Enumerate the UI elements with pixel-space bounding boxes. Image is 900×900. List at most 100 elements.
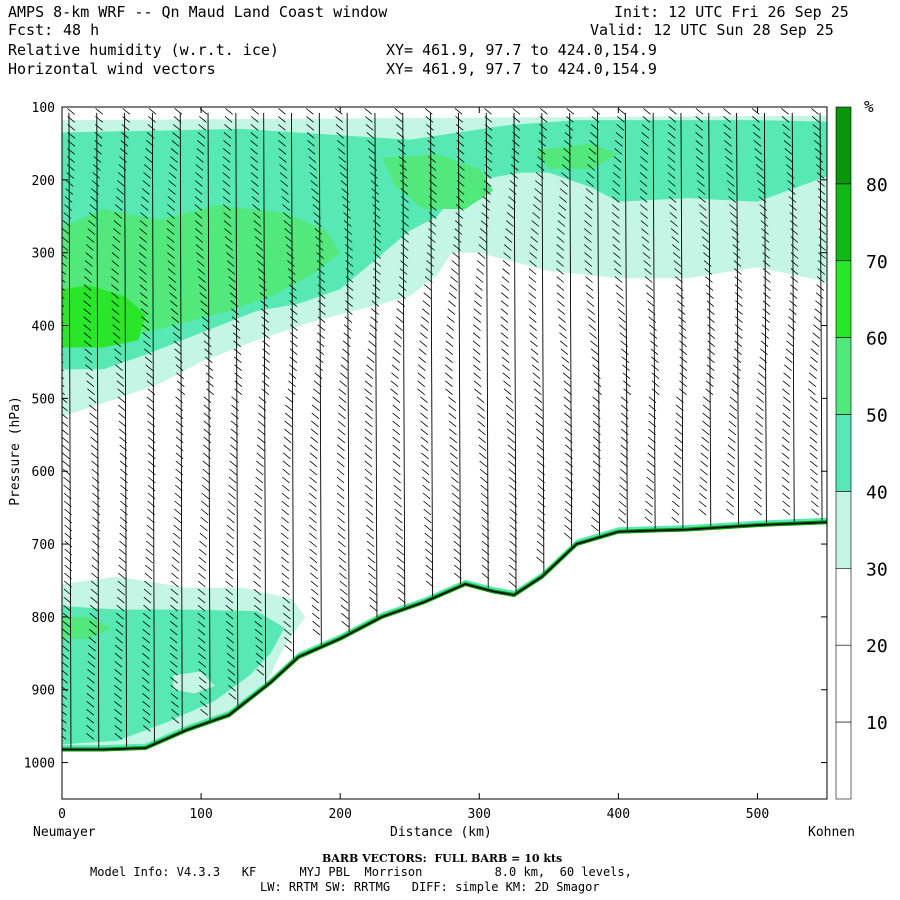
chart-title: AMPS 8-km WRF -- Qn Maud Land Coast wind… bbox=[8, 3, 388, 21]
barb-column bbox=[194, 108, 215, 716]
colorbar-label: 30 bbox=[866, 559, 888, 580]
colorbar-label: 50 bbox=[866, 406, 888, 427]
colorbar-bin bbox=[835, 260, 852, 338]
x-tick-label: 100 bbox=[189, 807, 212, 822]
valid-time: Valid: 12 UTC Sun 28 Sep 25 bbox=[590, 21, 834, 39]
field2-label: Horizontal wind vectors bbox=[8, 60, 216, 78]
barb-shaft bbox=[624, 112, 628, 530]
colorbar-bin bbox=[835, 337, 852, 415]
left-endpoint: Neumayer bbox=[33, 825, 96, 840]
barb-column bbox=[500, 108, 521, 588]
barb-shaft bbox=[207, 112, 211, 721]
barb-shaft bbox=[151, 112, 155, 743]
y-tick-label: 1000 bbox=[24, 757, 55, 772]
barb-column bbox=[222, 108, 243, 700]
colorbar-label: 80 bbox=[866, 175, 888, 196]
colorbar-label: 10 bbox=[866, 713, 888, 734]
barb-shaft bbox=[96, 112, 100, 748]
barb-column bbox=[417, 108, 437, 588]
barb-shaft bbox=[763, 112, 767, 523]
y-tick-label: 200 bbox=[32, 174, 55, 189]
terrain-line bbox=[62, 521, 827, 751]
y-tick-label: 800 bbox=[32, 611, 55, 626]
model-info-2: LW: RRTM SW: RRTMG DIFF: simple KM: 2D S… bbox=[260, 880, 600, 894]
terrain bbox=[62, 520, 827, 799]
fcst-value: 48 h bbox=[63, 21, 100, 39]
colorbar-label: 40 bbox=[866, 482, 888, 503]
barb-shaft bbox=[791, 112, 795, 522]
barb-shaft bbox=[318, 112, 322, 646]
field2-xy: XY= 461.9, 97.7 to 424.0,154.9 bbox=[386, 60, 657, 78]
colorbar-bin bbox=[835, 414, 852, 492]
barb-column bbox=[556, 108, 575, 540]
field1-xy: XY= 461.9, 97.7 to 424.0,154.9 bbox=[386, 41, 657, 59]
x-tick-label: 200 bbox=[328, 807, 351, 822]
x-tick-label: 300 bbox=[468, 807, 491, 822]
barb-shaft bbox=[68, 112, 72, 748]
barb-shaft bbox=[124, 112, 128, 747]
barb-column bbox=[667, 108, 688, 524]
y-tick-label: 400 bbox=[32, 320, 55, 335]
barb-column bbox=[83, 108, 104, 740]
model-info-1: Model Info: V4.3.3 KF MYJ PBL Morrison 8… bbox=[90, 865, 632, 879]
barb-column bbox=[138, 108, 157, 732]
x-axis-label: Distance (km) bbox=[390, 825, 492, 840]
y-axis-label: Pressure (hPa) bbox=[8, 396, 23, 506]
init-time: Init: 12 UTC Fri 26 Sep 25 bbox=[614, 3, 849, 21]
barb-column bbox=[278, 108, 298, 652]
barb-shaft bbox=[819, 112, 823, 521]
terrain-fill bbox=[62, 522, 827, 799]
barb-shaft bbox=[402, 112, 406, 608]
x-tick-label: 0 bbox=[58, 807, 66, 822]
barb-shaft bbox=[374, 112, 378, 619]
barb-shaft bbox=[680, 112, 684, 528]
barb-column bbox=[472, 108, 493, 580]
barb-shaft bbox=[541, 112, 545, 575]
barb-note: BARB VECTORS: FULL BARB = 10 kts bbox=[322, 852, 563, 865]
rh-region-60-max bbox=[62, 285, 146, 348]
barb-column bbox=[584, 108, 602, 532]
rh-region-50-patch bbox=[381, 154, 494, 209]
rh-region-dry-hole bbox=[173, 671, 215, 694]
barb-shaft bbox=[708, 112, 712, 527]
barb-shaft bbox=[736, 112, 740, 525]
fcst-label: Fcst: bbox=[8, 21, 54, 39]
barb-shaft bbox=[346, 112, 350, 634]
colorbar-bin bbox=[835, 568, 852, 646]
barb-shaft bbox=[513, 112, 517, 594]
barb-column bbox=[444, 108, 465, 580]
barb-shaft bbox=[291, 112, 294, 662]
plot-frame bbox=[61, 106, 828, 800]
colorbar-bin bbox=[835, 721, 852, 800]
barb-column bbox=[62, 108, 76, 740]
barb-shaft bbox=[430, 112, 434, 598]
barb-column bbox=[723, 108, 743, 516]
y-tick-label: 900 bbox=[32, 684, 55, 699]
colorbar-unit: % bbox=[864, 97, 874, 116]
colorbar-bin bbox=[835, 106, 852, 185]
colorbar: 10 20 30 40 50 60 70 80 bbox=[835, 106, 888, 800]
barb-column bbox=[528, 108, 548, 564]
barb-column bbox=[364, 108, 382, 612]
barb-column bbox=[639, 108, 660, 524]
barb-shaft bbox=[652, 112, 656, 529]
barb-shaft bbox=[569, 112, 573, 549]
y-tick-label: 100 bbox=[32, 101, 55, 116]
barb-column bbox=[111, 108, 131, 740]
y-tick-label: 700 bbox=[32, 538, 55, 553]
barb-shaft bbox=[457, 112, 461, 586]
y-tick-label: 600 bbox=[32, 465, 55, 480]
colorbar-label: 70 bbox=[866, 252, 888, 273]
colorbar-label: 60 bbox=[866, 329, 888, 350]
barb-shaft bbox=[235, 112, 239, 708]
rh-terrain-layer bbox=[62, 517, 827, 751]
axes: 100 200 300 400 500 600 700 800 900 1000 0 100 200 30… bbox=[24, 101, 827, 822]
x-tick-label: 500 bbox=[746, 807, 769, 822]
colorbar-bin bbox=[835, 491, 852, 569]
colorbar-label: 20 bbox=[866, 636, 888, 657]
y-tick-label: 300 bbox=[32, 247, 55, 262]
right-endpoint: Kohnen bbox=[808, 825, 855, 840]
barb-shaft bbox=[179, 112, 183, 731]
colorbar-bin bbox=[835, 644, 852, 723]
rh-region-40-lower bbox=[62, 606, 285, 745]
